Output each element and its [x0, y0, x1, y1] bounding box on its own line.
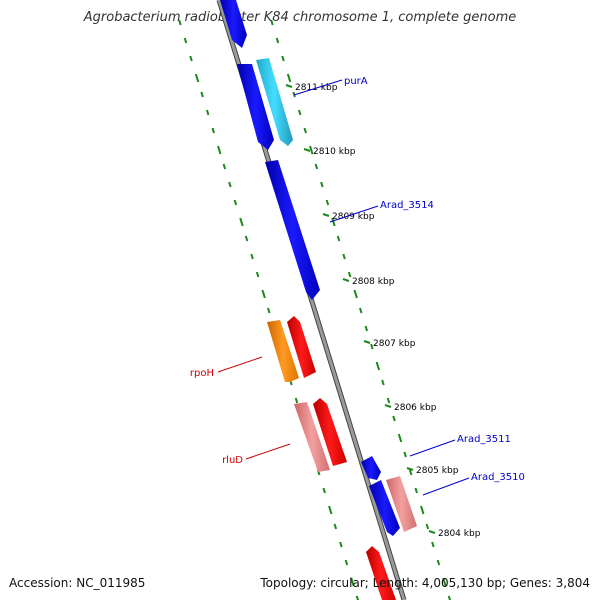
tick-mark [342, 278, 350, 282]
forward-gene-purA[interactable] [256, 58, 293, 146]
tick-mark [406, 467, 414, 471]
tick-label: 2809 kbp [332, 212, 375, 222]
gene-label-leader [245, 443, 291, 460]
forward-gene-top[interactable] [220, 0, 247, 48]
reverse-gene-bottom[interactable] [366, 546, 396, 600]
tick-mark [384, 404, 392, 408]
forward-gene-purA-neighbor[interactable] [237, 64, 274, 150]
tick-label: 2806 kbp [394, 403, 437, 413]
gene-label-purA[interactable]: purA [344, 76, 368, 87]
tick-label: 2804 kbp [438, 529, 481, 539]
tick-mark [303, 148, 311, 152]
reverse-gene-rpoH[interactable] [267, 320, 299, 382]
outer-dash-ring [178, 19, 360, 600]
gene-label-leader [293, 79, 343, 96]
tick-mark [322, 213, 330, 217]
gene-label-leader [409, 439, 456, 457]
map-title: Agrobacterium radiobacter K84 chromosome… [83, 10, 517, 25]
forward-gene-Arad_3510[interactable] [369, 480, 400, 536]
forward-gene-Arad_3514[interactable] [265, 160, 320, 300]
gene-label-rluD[interactable]: rluD [222, 455, 243, 466]
tick-mark [285, 84, 293, 88]
tick-mark [363, 340, 371, 344]
tick-mark [428, 530, 436, 534]
genome-summary-text: Topology: circular; Length: 4,005,130 bp… [260, 576, 590, 590]
reverse-gene-Arad_3510-neighbor[interactable] [386, 476, 417, 532]
tick-label: 2805 kbp [416, 466, 459, 476]
inner-dash-ring [270, 19, 452, 600]
gene-label-Arad_3511[interactable]: Arad_3511 [457, 434, 511, 445]
tick-label: 2810 kbp [313, 147, 356, 157]
reverse-gene-rluD[interactable] [294, 402, 330, 472]
gene-label-Arad_3510[interactable]: Arad_3510 [471, 472, 525, 483]
tick-label: 2807 kbp [373, 339, 416, 349]
accession-text: Accession: NC_011985 [9, 576, 146, 590]
reverse-gene-neighbor-rpoH[interactable] [287, 316, 316, 378]
gene-labels: purA Arad_3514 rpoH rluD Arad_3511 Arad_3510 [190, 76, 525, 496]
reverse-gene-neighbor-rluD[interactable] [313, 398, 347, 466]
tick-label: 2808 kbp [352, 277, 395, 287]
forward-gene-Arad_3511[interactable] [361, 456, 381, 480]
gene-label-leader [329, 205, 379, 223]
gene-label-rpoH[interactable]: rpoH [190, 368, 214, 379]
gene-label-leader [422, 477, 470, 496]
gene-label-leader [217, 356, 263, 373]
gene-label-Arad_3514[interactable]: Arad_3514 [380, 200, 434, 211]
